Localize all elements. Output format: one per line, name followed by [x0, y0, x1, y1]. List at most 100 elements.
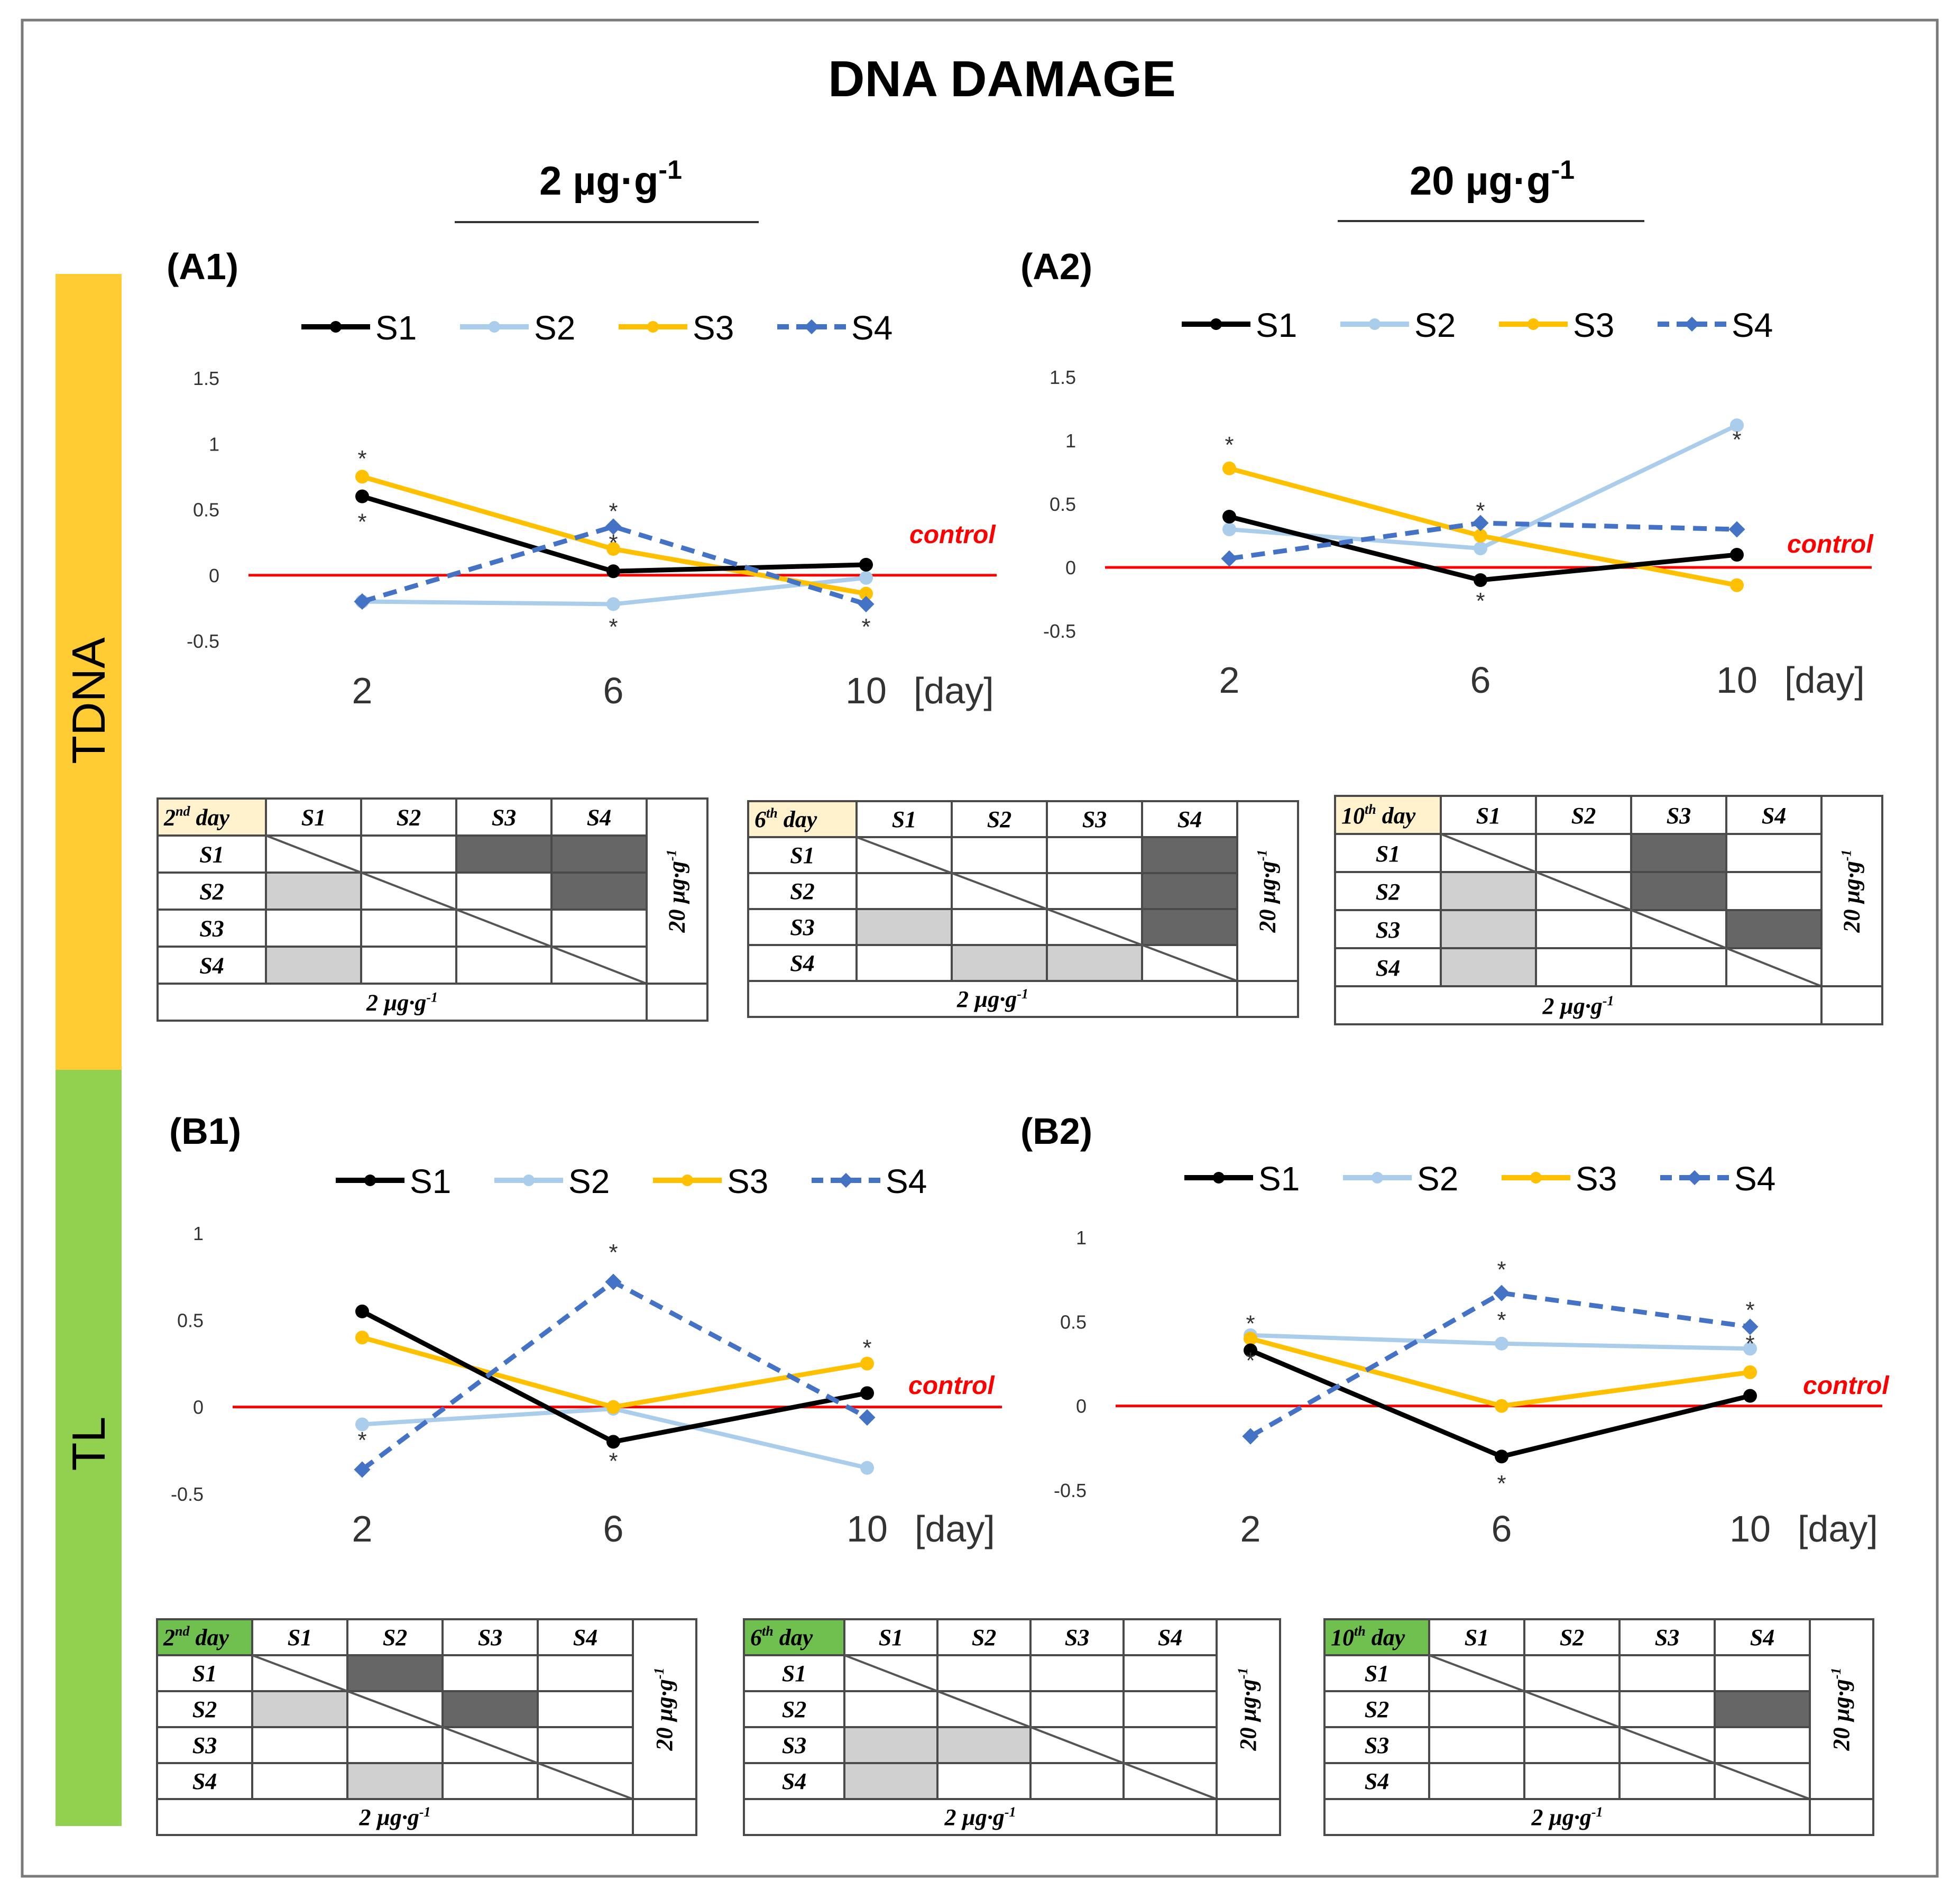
matrix-col-header	[346, 1618, 444, 1656]
matrix-row-label: S4	[1365, 1768, 1389, 1794]
x-tick-label: 10	[845, 670, 887, 711]
matrix-row-header	[156, 1726, 253, 1764]
matrix-cell	[936, 1726, 1032, 1764]
matrix-col-header	[455, 797, 553, 837]
y-tick-label: -0.5	[187, 630, 219, 652]
matrix-cell	[1440, 871, 1537, 911]
matrix-cell	[951, 944, 1048, 982]
significance-asterisk: *	[861, 614, 870, 640]
matrix-col-header	[855, 800, 953, 838]
matrix-cell	[360, 834, 457, 874]
matrix-cell	[1725, 909, 1823, 949]
point-s1	[1730, 548, 1744, 562]
point-s4	[858, 595, 875, 612]
matrix-col-label: S3	[1655, 1625, 1679, 1650]
legend-marker-s4	[1684, 316, 1700, 332]
y-tick-label: 0.5	[1060, 1311, 1087, 1333]
significance-asterisk: *	[1497, 1471, 1506, 1497]
matrix-cell	[1725, 833, 1823, 873]
matrix-cell	[265, 871, 362, 911]
matrix-col-header	[1535, 795, 1632, 835]
point-s3	[1474, 529, 1487, 543]
matrix-col-label: S2	[383, 1625, 407, 1650]
point-s1	[1743, 1389, 1757, 1403]
matrix-header-label: 6th day	[750, 1623, 813, 1650]
significance-asterisk: *	[357, 446, 366, 472]
y-tick-label: 0.5	[1050, 493, 1076, 515]
matrix-diagonal	[1429, 1654, 1810, 1800]
point-s4	[859, 1409, 876, 1426]
legend-label-s2: S2	[1417, 1160, 1458, 1198]
significance-asterisk: *	[609, 1240, 618, 1265]
significance-asterisk: *	[862, 1335, 871, 1361]
matrix-diagonal	[856, 836, 1238, 982]
matrix-right-label: 20 µg·g-1	[1828, 1667, 1854, 1751]
matrix-cell	[346, 1726, 444, 1764]
matrix-cell	[550, 834, 648, 874]
matrix-bottom-cell	[1323, 1798, 1811, 1836]
matrix-diagonal	[844, 1654, 1217, 1800]
tdna-band	[56, 274, 122, 1070]
point-s2	[1730, 418, 1744, 433]
matrix-right-cell	[632, 1618, 697, 1800]
matrix-right-cell	[1236, 800, 1299, 982]
matrix-col-label: S4	[1158, 1625, 1182, 1650]
matrix-row-label: S4	[199, 952, 224, 978]
matrix-cell	[1535, 833, 1632, 873]
x-tick-label: 6	[1492, 1508, 1512, 1549]
matrix-col-header	[843, 1618, 938, 1656]
matrix-right-label: 20 µg·g-1	[1235, 1667, 1261, 1751]
matrix-row-header	[743, 1690, 845, 1728]
matrix-row-label: S4	[192, 1768, 217, 1794]
matrix-cell	[1046, 872, 1143, 910]
legend-marker-s3	[682, 1175, 693, 1186]
matrix-col-header	[936, 1618, 1032, 1656]
matrix-cell	[251, 1726, 348, 1764]
x-tick-label: 6	[603, 670, 624, 711]
matrix-bottom-cell	[1334, 985, 1823, 1025]
point-s4	[1221, 550, 1238, 567]
matrix-cell	[1141, 872, 1238, 910]
dose-high-exp: -1	[1551, 155, 1575, 185]
point-s3	[606, 1400, 620, 1414]
dose-low-exp: -1	[658, 155, 682, 185]
matrix-header-cell	[1323, 1618, 1430, 1656]
matrix-right-cell	[1216, 1618, 1281, 1800]
point-s1	[859, 557, 873, 572]
matrix-cell	[455, 871, 553, 911]
matrix-cell	[843, 1762, 938, 1800]
figure-title: DNA DAMAGE	[828, 51, 1176, 107]
point-s1	[860, 1386, 874, 1400]
y-tick-label: 0	[1076, 1396, 1087, 1417]
matrix-row-header	[743, 1726, 845, 1764]
x-tick-label: 2	[1219, 659, 1240, 701]
matrix-cell	[1618, 1690, 1716, 1728]
point-s4	[1493, 1285, 1510, 1301]
matrix-cell	[1046, 944, 1143, 982]
matrix-row-label: S3	[782, 1732, 806, 1758]
legend-label-s4: S4	[851, 309, 892, 347]
matrix-cell	[1122, 1690, 1218, 1728]
legend-label-s1: S1	[375, 309, 417, 347]
legend-marker-s4	[804, 319, 820, 335]
chart-b1: (B1) S1 S2 S3 S4 1 0.5 0 -0.5 control 2 6 10 [day] * * *…	[169, 1111, 1002, 1549]
legend-label-s2: S2	[1414, 306, 1456, 344]
matrix-row-label: S4	[1376, 955, 1400, 981]
control-label: control	[1803, 1372, 1890, 1400]
matrix-cell	[441, 1654, 539, 1692]
x-tick-label: 2	[352, 670, 373, 711]
legend-marker-s2	[489, 321, 500, 333]
matrix-cell	[1029, 1654, 1125, 1692]
matrix-col-label: S2	[972, 1625, 996, 1650]
matrix-cell	[1029, 1690, 1125, 1728]
legend-marker-s2	[1369, 318, 1381, 330]
point-s1	[355, 489, 369, 503]
matrix-row-label: S4	[782, 1768, 806, 1794]
matrix-header-label: 2nd day	[163, 803, 229, 830]
control-label: control	[1787, 530, 1874, 558]
matrix-cell	[346, 1762, 444, 1800]
matrix-cell	[936, 1762, 1032, 1800]
chart-b2: (B2) S1 S2 S3 S4 1 0.5 0 -0.5 control 2 6 10 [day] * * *…	[1020, 1111, 1890, 1549]
point-s1	[1244, 1343, 1257, 1357]
